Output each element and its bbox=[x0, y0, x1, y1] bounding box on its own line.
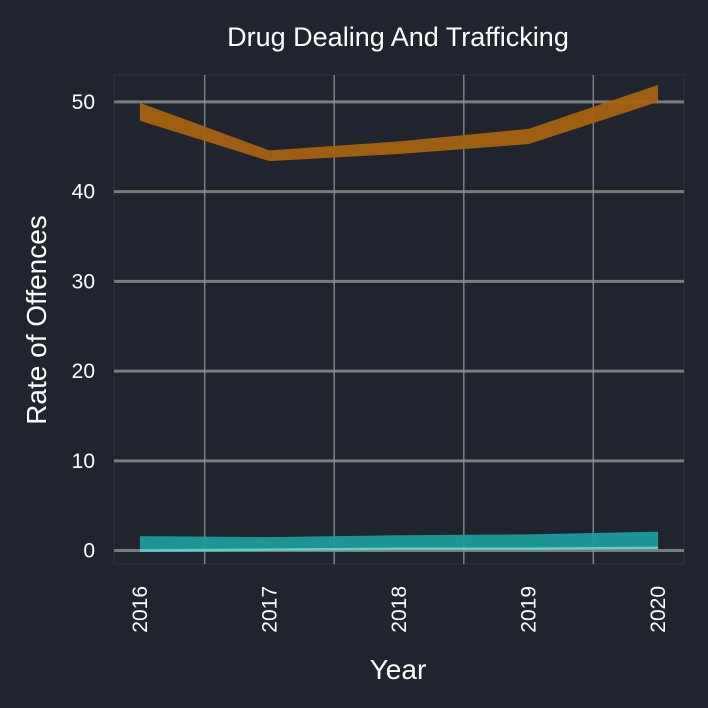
x-axis-title: Year bbox=[370, 654, 427, 685]
y-axis-title: Rate of Offences bbox=[21, 215, 52, 425]
series-band-2 bbox=[139, 531, 659, 551]
x-tick-label: 2016 bbox=[129, 586, 152, 633]
y-tick-label: 0 bbox=[83, 540, 95, 563]
series-band-2-edge bbox=[139, 546, 659, 552]
series-layer bbox=[139, 84, 659, 552]
x-tick-label: 2019 bbox=[518, 586, 541, 633]
y-tick-label: 40 bbox=[72, 181, 95, 204]
x-tick-labels: 2016 2017 2018 2019 2020 bbox=[129, 586, 670, 633]
x-tick-label: 2017 bbox=[258, 586, 281, 633]
y-tick-label: 20 bbox=[72, 360, 95, 383]
series-band-1 bbox=[139, 84, 659, 162]
x-tick-label: 2020 bbox=[647, 586, 670, 633]
y-tick-label: 50 bbox=[72, 91, 95, 114]
plot-panel bbox=[113, 74, 685, 565]
y-tick-label: 30 bbox=[72, 270, 95, 293]
chart-title: Drug Dealing And Trafficking bbox=[227, 22, 569, 52]
x-tick-label: 2018 bbox=[388, 586, 411, 633]
y-tick-labels: 0 10 20 30 40 50 bbox=[72, 91, 95, 563]
y-tick-label: 10 bbox=[72, 450, 95, 473]
